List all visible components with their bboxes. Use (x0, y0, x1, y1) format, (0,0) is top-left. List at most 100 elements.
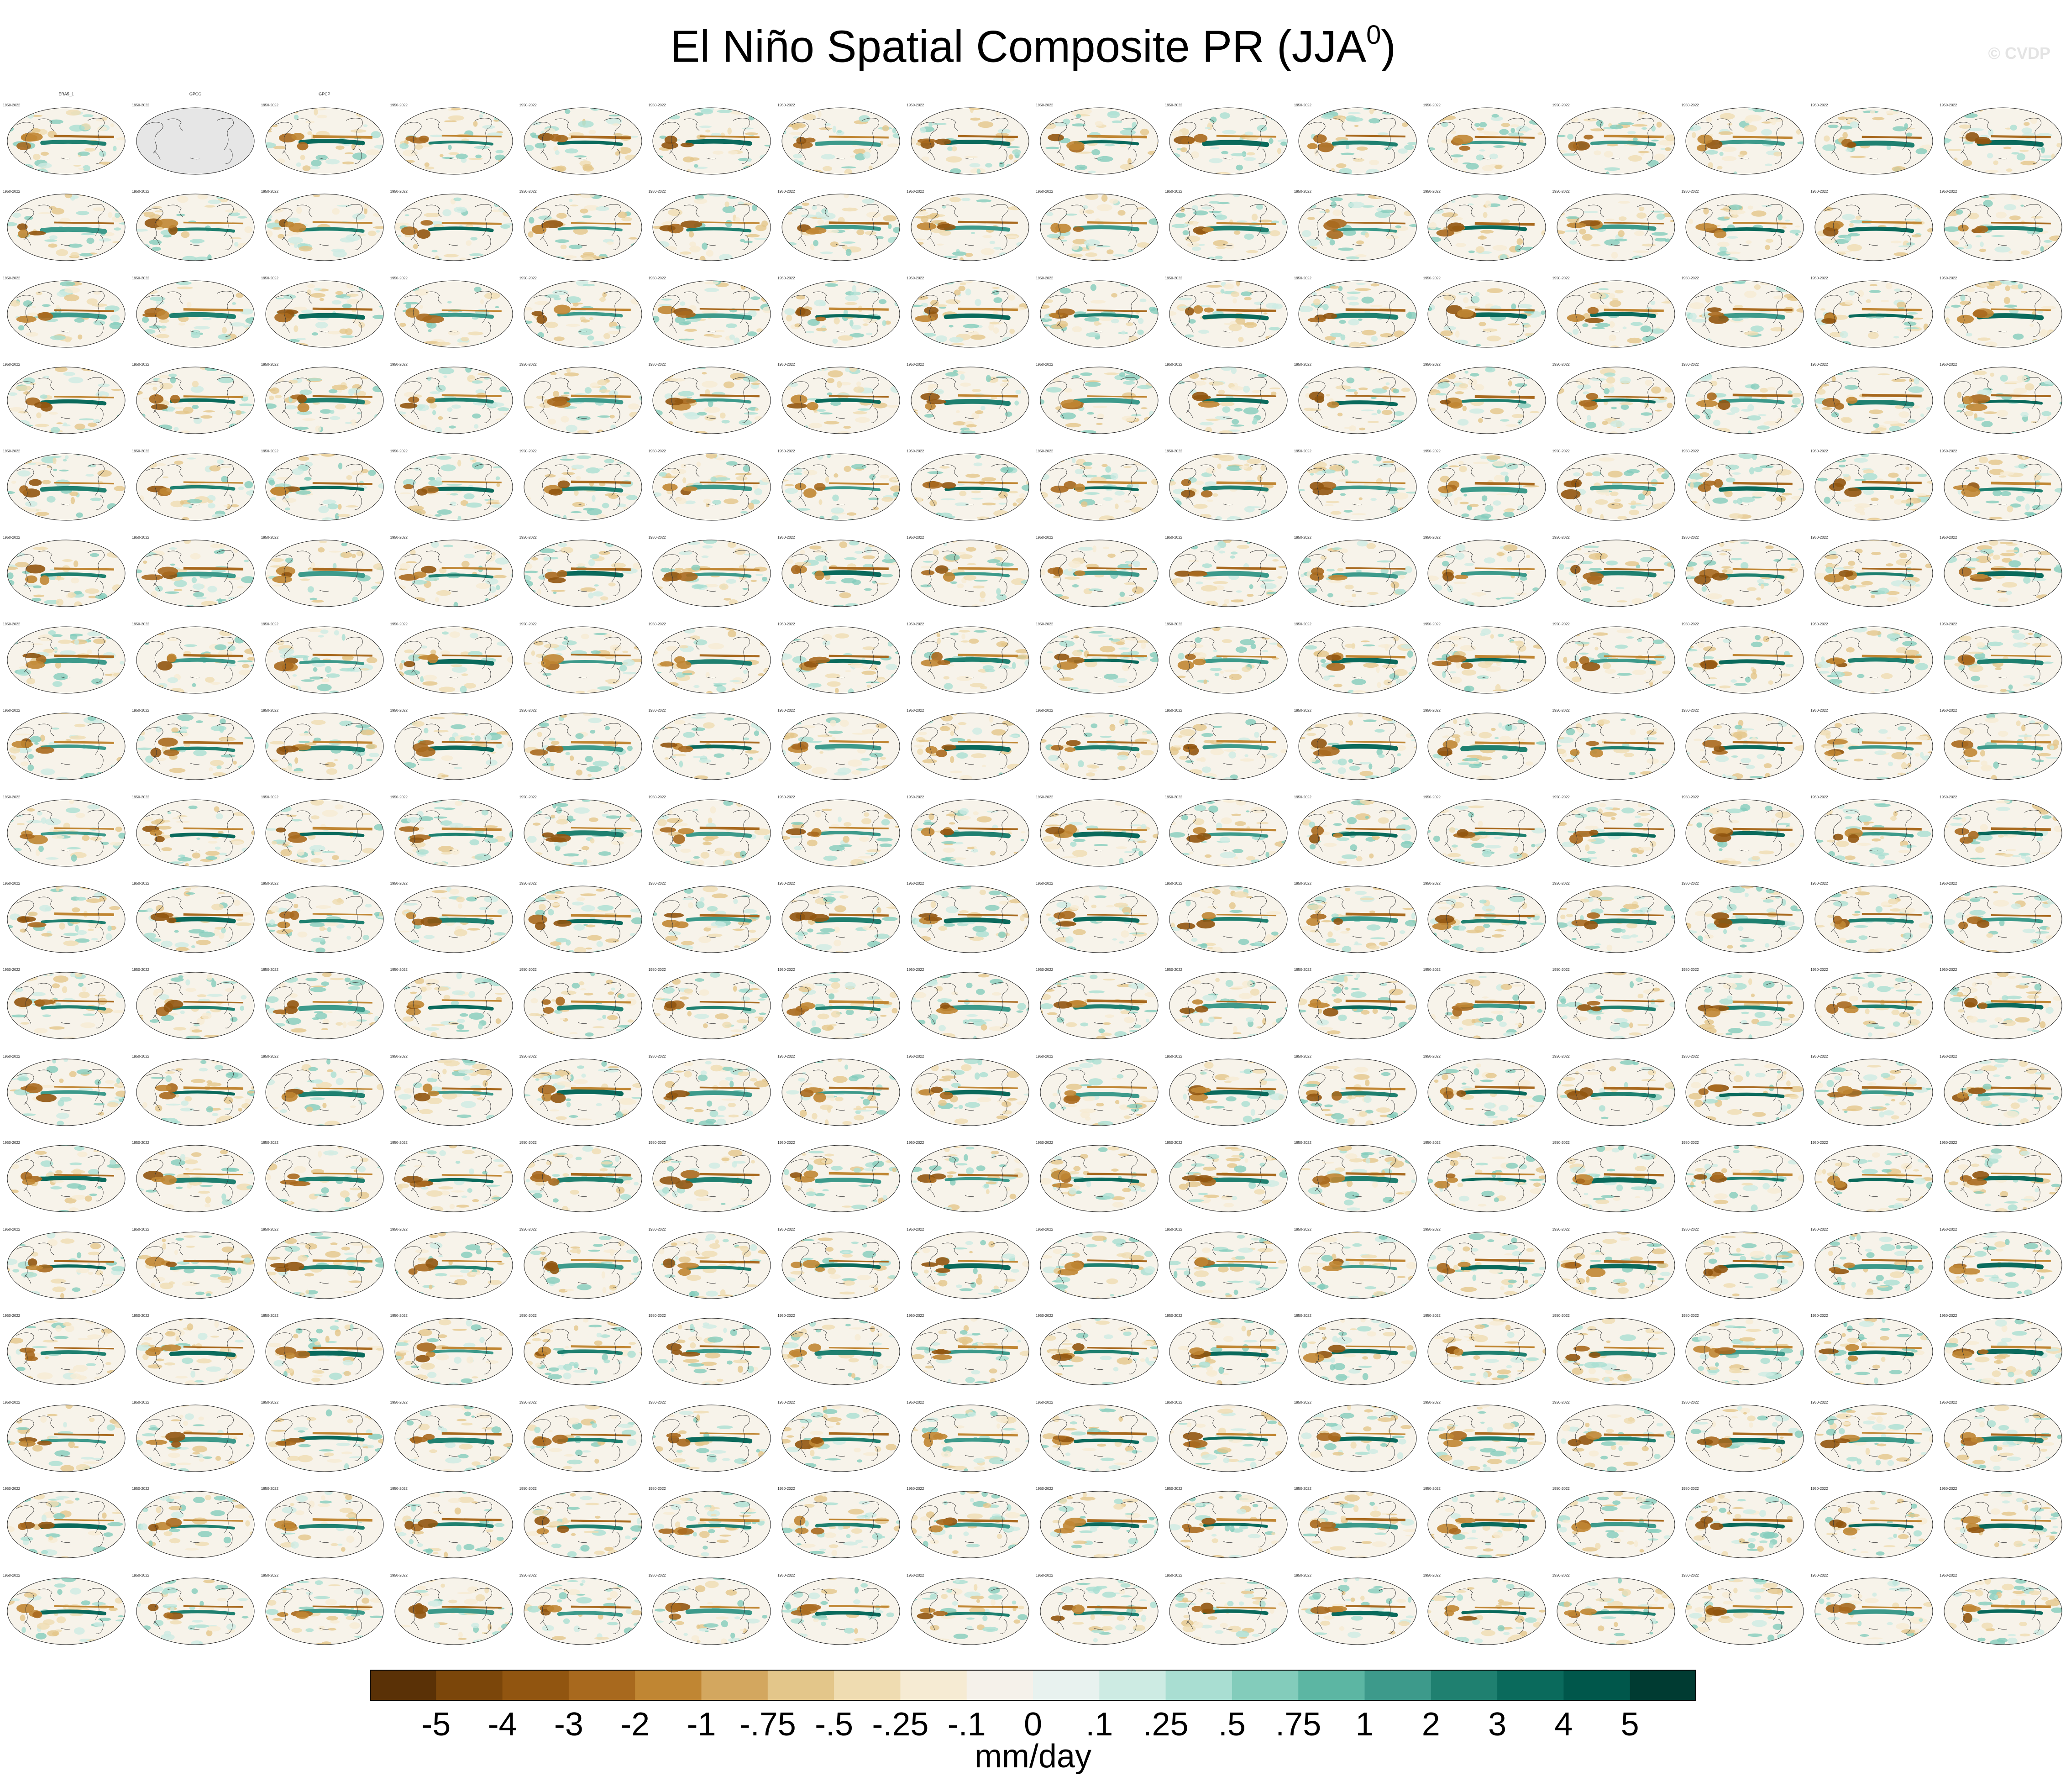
anomaly-blob (1500, 419, 1510, 422)
anomaly-blob (1458, 466, 1467, 472)
anomaly-blob (1469, 503, 1479, 507)
anomaly-blob (1868, 331, 1879, 339)
anomaly-blob (93, 453, 102, 458)
itcz-dry-band (571, 222, 631, 225)
anomaly-blob (148, 240, 162, 245)
anomaly-blob (79, 418, 94, 421)
anomaly-blob (1317, 169, 1323, 174)
anomaly-blob (870, 515, 879, 519)
anomaly-blob (599, 297, 606, 302)
anomaly-blob (1647, 160, 1659, 168)
anomaly-blob (1303, 246, 1317, 250)
anomaly-blob (928, 122, 933, 128)
map-border (1298, 107, 1417, 175)
anomaly-blob (951, 343, 965, 346)
anomaly-blob (540, 515, 549, 519)
map-panel: 1950-2022 (2, 524, 131, 610)
itcz-dry-band (1474, 482, 1535, 486)
anomaly-blob (747, 288, 761, 293)
panel-years: 1950-2022 (1810, 189, 1828, 194)
coastline (1071, 205, 1087, 217)
anomaly-blob (789, 132, 804, 135)
dry-anomaly (1956, 314, 1974, 324)
anomaly-blob (2024, 122, 2030, 126)
anomaly-blob (2005, 127, 2012, 130)
map-panel-svg (652, 194, 771, 261)
anomaly-blob (64, 194, 72, 199)
anomaly-blob (1479, 122, 1487, 128)
anomaly-blob (1601, 421, 1608, 425)
map-border (7, 107, 126, 175)
anomaly-blob (473, 121, 478, 127)
anomaly-blob (1190, 151, 1200, 158)
anomaly-blob (1482, 328, 1498, 332)
dry-anomaly (1578, 400, 1597, 407)
anomaly-blob (1059, 108, 1064, 110)
anomaly-blob (690, 157, 700, 161)
anomaly-blob (1689, 313, 1697, 320)
anomaly-blob (1557, 430, 1568, 434)
coastline (1129, 235, 1137, 251)
anomaly-blob (155, 453, 166, 457)
equatorial-wet-band (428, 141, 493, 146)
anomaly-blob (525, 518, 541, 520)
coastline (1846, 118, 1862, 131)
anomaly-blob (1717, 242, 1730, 247)
coastline (1516, 148, 1524, 164)
anomaly-blob (1504, 475, 1509, 482)
map-panel: 1950-2022 (1939, 437, 2066, 524)
anomaly-blob (1596, 120, 1604, 127)
coastline (1508, 204, 1525, 236)
anomaly-blob (2030, 117, 2038, 124)
anomaly-blob (1447, 373, 1456, 380)
anomaly-blob (1390, 169, 1395, 174)
anomaly-blob (1904, 123, 1909, 129)
anomaly-blob (1565, 252, 1578, 255)
map-border (1557, 107, 1675, 175)
equatorial-wet-band (40, 486, 107, 493)
anomaly-blob (638, 199, 642, 203)
anomaly-blob (577, 121, 594, 128)
coastline (96, 235, 104, 251)
anomaly-blob (1988, 516, 2003, 519)
anomaly-blob (1507, 132, 1524, 136)
anomaly-blob (552, 391, 559, 398)
anomaly-blob (804, 517, 811, 520)
anomaly-blob (1515, 383, 1527, 388)
anomaly-blob (536, 396, 545, 399)
anomaly-blob (1564, 230, 1578, 233)
anomaly-blob (827, 378, 835, 383)
map-panel: 1950-2022 (1422, 264, 1551, 351)
anomaly-blob (1914, 426, 1921, 433)
anomaly-blob (1763, 421, 1780, 426)
anomaly-blob (1842, 132, 1848, 139)
anomaly-blob (1351, 513, 1366, 515)
map-panel-svg (7, 453, 126, 521)
anomaly-blob (335, 145, 345, 150)
anomaly-blob (633, 330, 642, 335)
anomaly-blob (1905, 466, 1910, 470)
anomaly-blob (1651, 139, 1659, 141)
anomaly-blob (1775, 220, 1783, 222)
itcz-dry-band (700, 308, 760, 311)
anomaly-blob (346, 475, 352, 480)
anomaly-blob (1065, 214, 1077, 216)
equatorial-wet-band (169, 398, 236, 404)
anomaly-blob (1510, 128, 1515, 133)
anomaly-blob (1282, 414, 1287, 420)
anomaly-blob (1305, 239, 1320, 247)
anomaly-blob (531, 110, 536, 112)
anomaly-blob (1086, 412, 1095, 415)
anomaly-blob (307, 131, 312, 135)
anomaly-blob (988, 323, 995, 331)
anomaly-blob (59, 469, 69, 472)
anomaly-blob (960, 383, 971, 387)
map-panel-svg (911, 194, 1029, 261)
itcz-dry-band (1216, 309, 1276, 312)
anomaly-blob (1782, 226, 1787, 229)
anomaly-blob (1908, 386, 1924, 393)
dry-anomaly (1060, 399, 1082, 408)
anomaly-blob (1944, 137, 1951, 144)
anomaly-blob (364, 453, 371, 457)
anomaly-blob (314, 109, 318, 115)
